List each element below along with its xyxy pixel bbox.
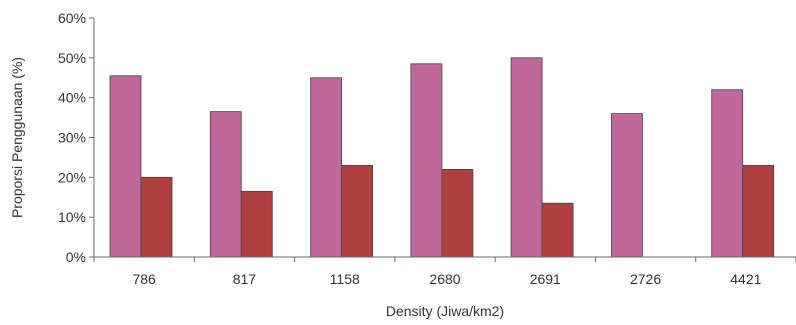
x-tick-label-2691: 2691 <box>530 271 561 287</box>
y-tick-label: 0% <box>66 249 86 265</box>
bar-series-2-2691 <box>541 202 574 258</box>
bar-series-1-1158 <box>310 77 343 258</box>
y-tick-label: 40% <box>58 90 86 106</box>
bar-series-1-4421 <box>711 89 744 258</box>
y-tick-label: 50% <box>58 50 86 66</box>
y-tick-label: 20% <box>58 169 86 185</box>
x-tick-label-4421: 4421 <box>730 271 761 287</box>
x-tick-label-1158: 1158 <box>330 271 360 287</box>
bar-series-2-2680 <box>441 168 474 258</box>
bar-series-1-817 <box>209 111 242 258</box>
x-tick-label-2680: 2680 <box>429 271 460 287</box>
bar-series-1-2726 <box>611 113 643 258</box>
labels-layer: Density (Jiwa/km2) Proporsi Penggunaan (… <box>9 10 762 319</box>
x-tick-label-817: 817 <box>233 271 257 287</box>
y-tick-label: 10% <box>58 209 86 225</box>
x-axis-title: Density (Jiwa/km2) <box>386 303 504 319</box>
bar-series-2-786 <box>140 176 173 258</box>
bar-series-1-786 <box>109 75 142 258</box>
x-tick-label-2726: 2726 <box>630 271 661 287</box>
bars-layer <box>109 57 775 258</box>
y-tick-label: 60% <box>58 10 86 26</box>
y-axis-title: Proporsi Penggunaan (%) <box>9 57 25 218</box>
bar-series-2-1158 <box>341 164 374 258</box>
bar-series-1-2691 <box>510 57 543 258</box>
bar-series-2-4421 <box>742 164 775 258</box>
x-tick-label-786: 786 <box>132 271 156 287</box>
bar-series-1-2680 <box>410 63 443 258</box>
y-tick-label: 30% <box>58 130 86 146</box>
bar-series-2-817 <box>240 190 273 258</box>
axes-layer <box>89 17 796 262</box>
